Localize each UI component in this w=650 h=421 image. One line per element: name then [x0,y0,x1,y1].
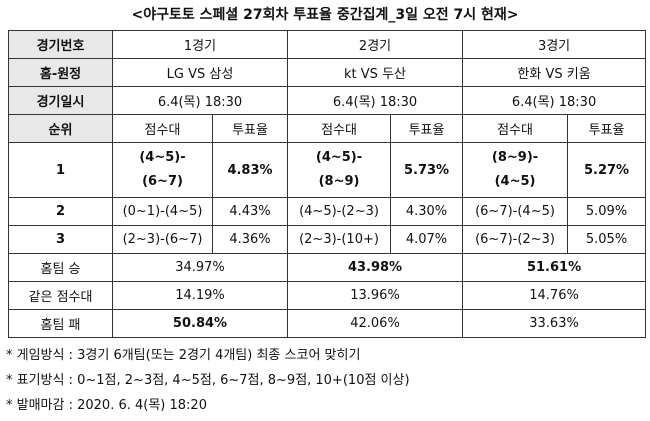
table-cell: 5.73% [390,142,464,198]
table-row: 홈팀 패 50.84% 42.06% 33.63% [8,309,647,338]
cell-line: (4~5) [494,174,536,189]
table-row: 홈-원정 LG VS 삼성 kt VS 두산 한화 VS 키움 [8,58,647,87]
table-row: 3 (2~3)-(6~7) 4.36% (2~3)-(10+) 4.07% (6~7)-(… [8,225,647,254]
cell-line: (4~5)- [315,150,363,165]
table-cell: 4.43% [211,197,289,226]
table-cell: 6.4(목) 18:30 [462,86,647,115]
table-cell: 순위 [8,114,113,143]
table-cell: 2 [8,197,113,226]
note: * 게임방식 : 3경기 6개팀(또는 2경기 4개팀) 최종 스코어 맞히기 [6,348,361,363]
table-row: 홈팀 승 34.97% 43.98% 51.61% [8,253,647,282]
table-cell: 3 [8,225,113,254]
table-cell: 점수대 [112,114,213,143]
table-cell: 4.30% [390,197,464,226]
table-cell: 투표율 [567,114,647,143]
table-cell: (0~1)-(4~5) [112,197,213,226]
table-cell: (2~3)-(10+) [287,225,392,254]
table-cell: 점수대 [462,114,569,143]
table-cell: (4~5)-(2~3) [287,197,392,226]
table-cell: 13.96% [287,281,464,310]
cell-line: (4~5)- [139,150,186,165]
table-row: 2 (0~1)-(4~5) 4.43% (4~5)-(2~3) 4.30% (6~7)-(… [8,197,647,226]
table-cell: 경기일시 [8,86,113,115]
table-cell: 투표율 [211,114,289,143]
table-cell: 14.76% [462,281,647,310]
table-cell: LG VS 삼성 [111,58,289,87]
table-cell: 경기번호 [8,30,113,59]
table-cell: (4~5)- (8~9) [287,142,392,198]
table-cell: 5.05% [567,225,647,254]
table-cell: 4.07% [390,225,464,254]
table-row: 순위 점수대 투표율 점수대 투표율 점수대 투표율 [8,114,647,143]
table-cell: 5.27% [567,142,647,198]
table-cell: kt VS 두산 [287,58,464,87]
table-row: 1 (4~5)- (6~7) 4.83% (4~5)- (8~9) 5.73% (8~9)-(… [8,142,647,198]
table-cell: 같은 점수대 [8,281,113,310]
table-row: 경기번호 1경기 2경기 3경기 [8,30,647,59]
table-cell: 34.97% [111,253,289,282]
table-cell: 50.84% [111,309,289,338]
table-cell: (6~7)-(4~5) [462,197,569,226]
note: * 표기방식 : 0~1점, 2~3점, 4~5점, 6~7점, 8~9점, 1… [6,373,410,388]
table-cell: 홈팀 패 [8,309,113,338]
table-cell: 한화 VS 키움 [462,58,647,87]
title: <야구토토 스페셜 27회차 투표율 중간집계_3일 오전 7시 현재> [131,7,519,23]
table-cell: 홈팀 승 [8,253,113,282]
table-row: 같은 점수대 14.19% 13.96% 14.76% [8,281,647,310]
table-cell: 1경기 [111,30,289,59]
table-cell: 33.63% [462,309,647,338]
table-cell: 6.4(목) 18:30 [287,86,464,115]
vote-table: 경기번호 1경기 2경기 3경기 홈-원정 LG VS 삼성 kt VS 두산 한화 VS 키… [8,30,647,338]
table-cell: (2~3)-(6~7) [112,225,213,254]
table-cell: 4.36% [211,225,289,254]
table-cell: 43.98% [287,253,464,282]
note: * 발매마감 : 2020. 6. 4(목) 18:20 [6,398,207,413]
table-cell: 4.83% [211,142,289,198]
cell-line: (8~9)- [491,150,539,165]
table-cell: 점수대 [287,114,392,143]
table-cell: 1 [8,142,113,198]
notes: * 게임방식 : 3경기 6개팀(또는 2경기 4개팀) 최종 스코어 맞히기 *… [6,343,410,418]
table-cell: (4~5)- (6~7) [112,142,213,198]
table-cell: 42.06% [287,309,464,338]
table-cell: 3경기 [462,30,647,59]
cell-line: (6~7) [142,174,183,189]
table-cell: 5.09% [567,197,647,226]
table-row: 경기일시 6.4(목) 18:30 6.4(목) 18:30 6.4(목) 18:30 [8,86,647,115]
table-cell: 6.4(목) 18:30 [111,86,289,115]
table-cell: 홈-원정 [8,58,113,87]
table-cell: 투표율 [390,114,464,143]
table-cell: (8~9)- (4~5) [462,142,569,198]
table-cell: (6~7)-(2~3) [462,225,569,254]
table-cell: 2경기 [287,30,464,59]
table-cell: 14.19% [111,281,289,310]
table-cell: 51.61% [462,253,647,282]
cell-line: (8~9) [318,174,360,189]
